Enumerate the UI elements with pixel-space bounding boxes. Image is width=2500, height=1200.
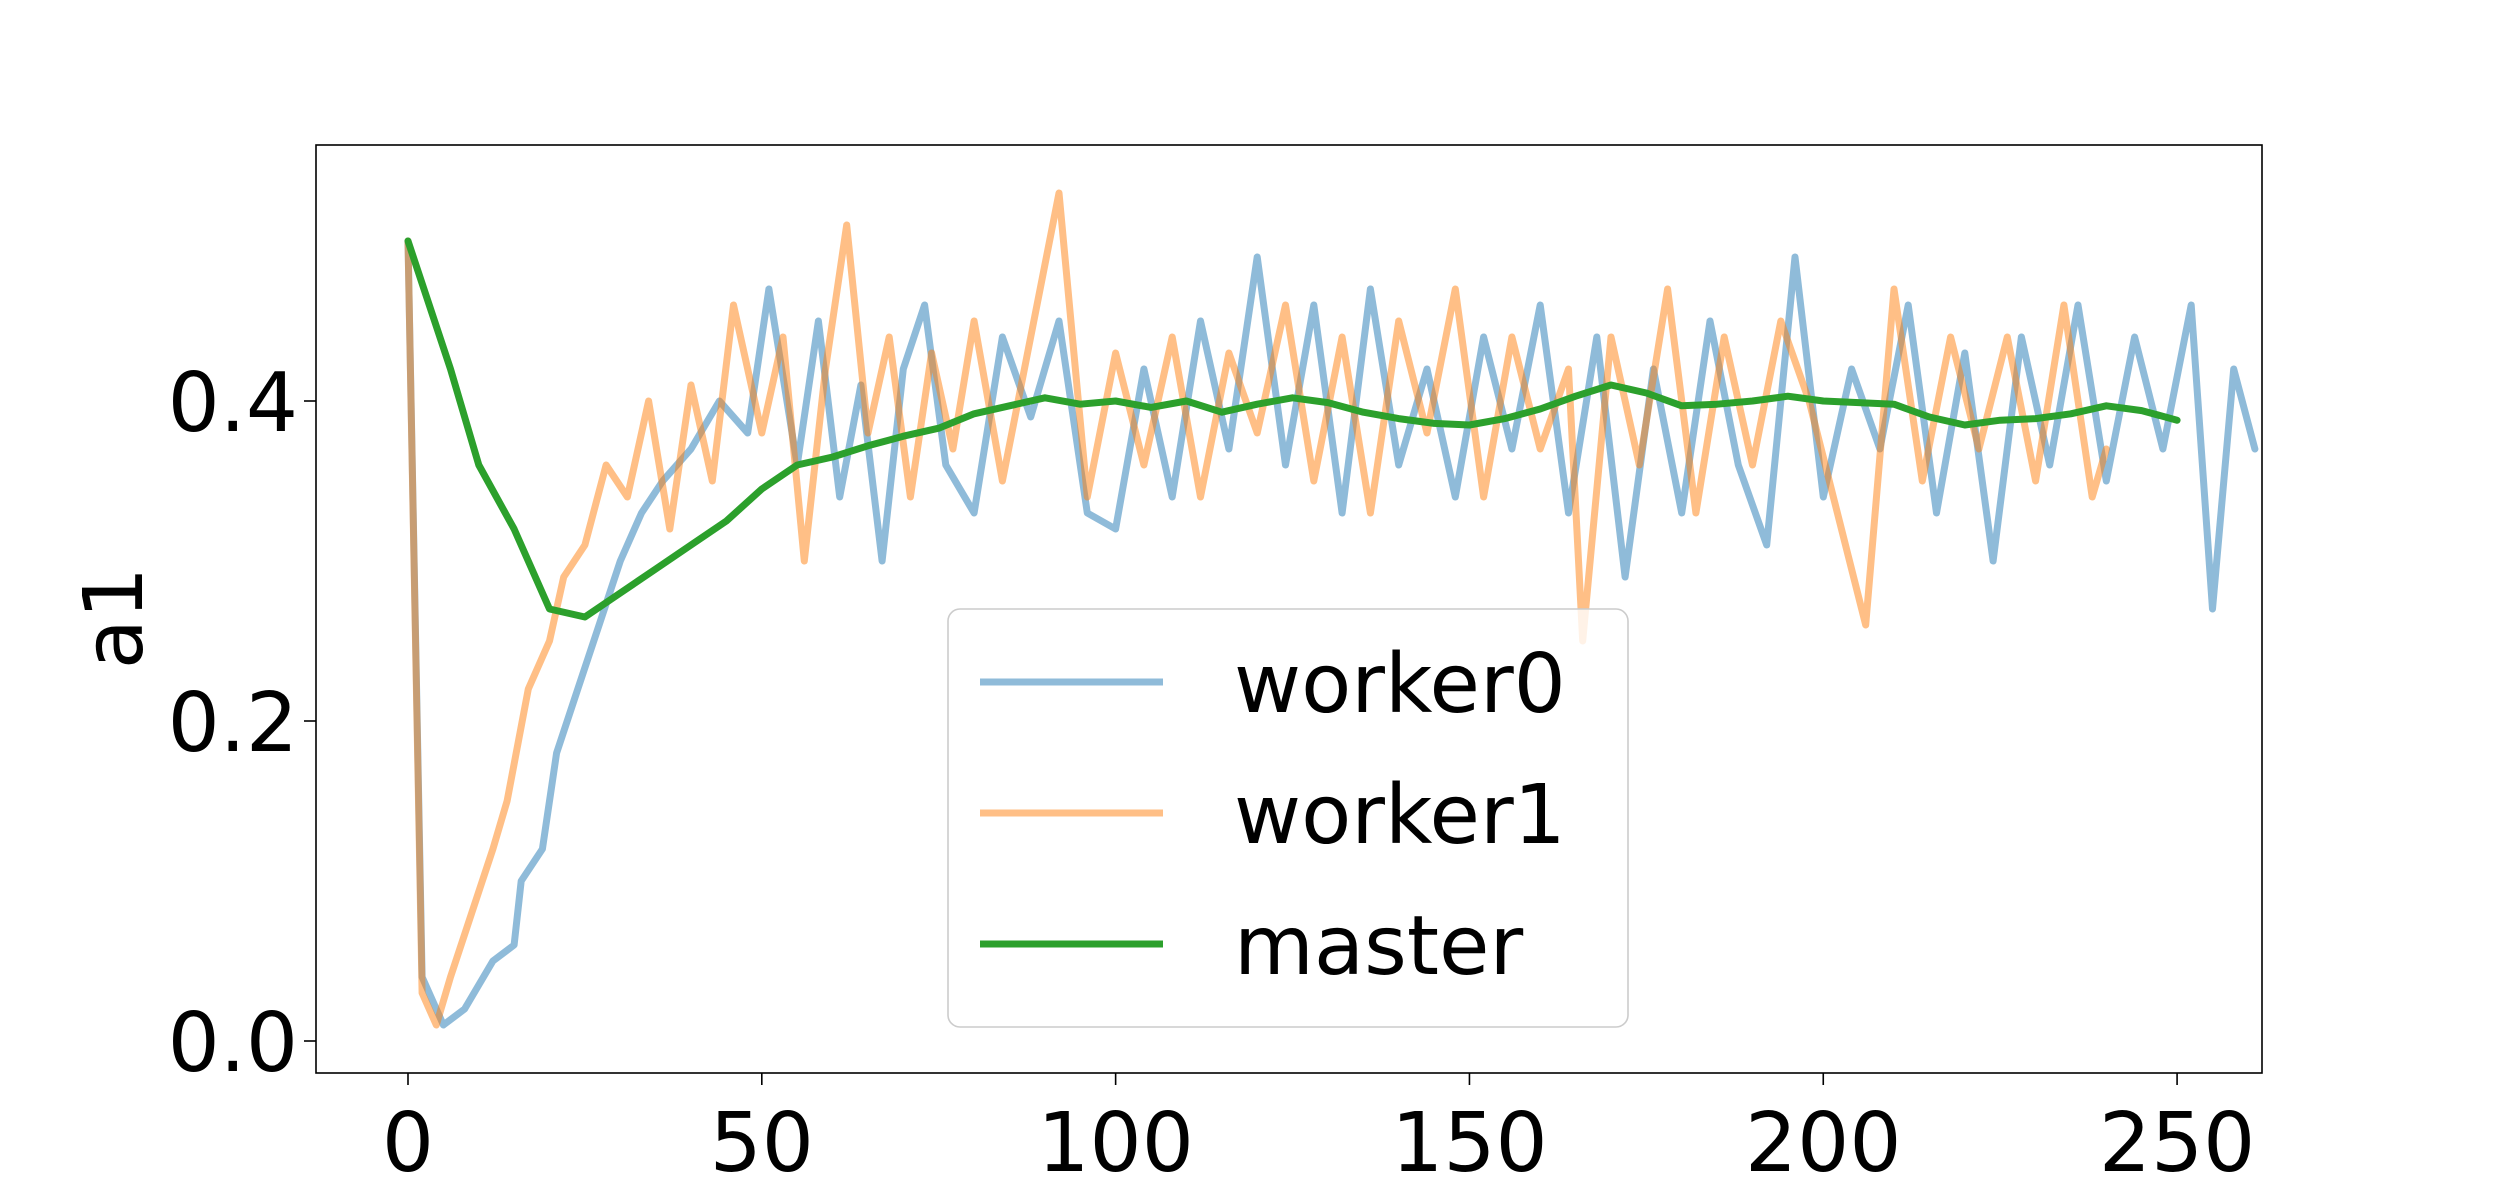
legend-label-master: master — [1234, 899, 1523, 994]
y-axis: 0.0 0.2 0.4 — [168, 356, 316, 1091]
series-line-master — [404, 237, 2181, 621]
legend-label-worker1: worker1 — [1234, 768, 1566, 863]
legend-label-worker0: worker0 — [1234, 637, 1566, 732]
x-tick-label: 250 — [2099, 1096, 2256, 1191]
x-tick-label: 100 — [1037, 1096, 1194, 1191]
legend-box — [947, 608, 1629, 1028]
plot-frame — [315, 144, 2263, 1074]
y-tick-label: 0.0 — [168, 996, 298, 1091]
legend: worker0 worker1 master — [947, 608, 1629, 1028]
series-line-worker1 — [404, 189, 2110, 1029]
x-axis: 0 50 100 150 200 250 — [382, 1073, 2255, 1191]
y-axis-label: a1 — [67, 567, 162, 669]
series-layer — [404, 189, 2259, 1029]
y-tick-label: 0.2 — [168, 676, 298, 771]
x-tick-label: 50 — [710, 1096, 814, 1191]
x-tick-label: 0 — [382, 1096, 434, 1191]
y-tick-label: 0.4 — [168, 356, 298, 451]
x-tick-label: 200 — [1745, 1096, 1902, 1191]
x-tick-label: 150 — [1391, 1096, 1548, 1191]
series-line-worker0 — [404, 237, 2259, 1029]
